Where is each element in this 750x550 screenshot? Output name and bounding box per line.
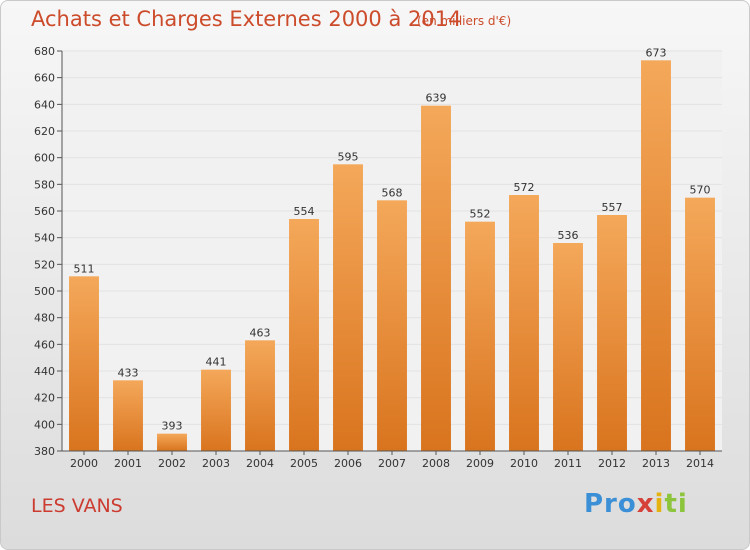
bar-2011 [553,243,583,451]
y-tick-label: 380 [34,445,55,458]
bar-2007 [377,200,407,451]
bar-2003 [201,369,231,451]
data-label: 673 [646,46,667,59]
data-label: 552 [470,208,491,221]
data-label: 554 [294,205,315,218]
bar-2000 [69,276,99,451]
data-label: 393 [162,420,183,433]
y-tick-label: 540 [34,232,55,245]
bar-2014 [685,197,715,451]
x-tick-label: 2001 [114,457,142,470]
x-tick-label: 2012 [598,457,626,470]
data-label: 568 [382,186,403,199]
y-tick-label: 440 [34,365,55,378]
y-tick-label: 500 [34,285,55,298]
bar-2013 [641,60,671,451]
logo-part-pro: Pro [584,489,637,519]
data-label: 536 [558,229,579,242]
bar-2009 [465,221,495,451]
bar-2004 [245,340,275,451]
bar-2001 [113,380,143,451]
x-tick-label: 2013 [642,457,670,470]
data-label: 595 [338,150,359,163]
y-tick-label: 680 [34,45,55,58]
bar-2012 [597,215,627,451]
y-tick-label: 400 [34,418,55,431]
x-tick-label: 2010 [510,457,538,470]
x-tick-label: 2011 [554,457,582,470]
data-label: 441 [206,356,227,369]
x-tick-label: 2002 [158,457,186,470]
x-tick-label: 2014 [686,457,714,470]
data-label: 511 [74,262,95,275]
chart-subtitle: (en milliers d'€) [417,14,512,28]
x-tick-label: 2000 [70,457,98,470]
x-tick-label: 2003 [202,457,230,470]
x-tick-label: 2009 [466,457,494,470]
bar-2010 [509,195,539,451]
x-tick-label: 2005 [290,457,318,470]
x-tick-label: 2008 [422,457,450,470]
x-tick-label: 2006 [334,457,362,470]
y-tick-label: 620 [34,125,55,138]
data-label: 557 [602,201,623,214]
y-tick-label: 420 [34,392,55,405]
bar-2002 [157,433,187,451]
x-tick-label: 2004 [246,457,274,470]
y-tick-label: 600 [34,152,55,165]
bar-2008 [421,105,451,452]
chart-title: Achats et Charges Externes 2000 à 2014 [31,7,462,31]
y-tick-label: 580 [34,178,55,191]
logo-part-i: i [654,489,665,519]
bar-2006 [333,164,363,452]
data-label: 570 [690,184,711,197]
bars: 511 433 393 441 463 554 595 568 639 552 572 536 557 6… [69,46,715,452]
logo-part-ti: ti [664,489,688,519]
y-tick-label: 640 [34,98,55,111]
place-name: LES VANS [31,495,123,517]
axes: 380 400 420 440 460 480 500 520 540 560 580 600 620 6… [34,45,722,470]
x-tick-label: 2007 [378,457,406,470]
data-label: 433 [118,366,139,379]
y-tick-label: 460 [34,338,55,351]
data-label: 639 [426,92,447,105]
data-label: 572 [514,181,535,194]
proxiti-logo[interactable]: Proxiti [584,489,688,519]
logo-part-x: x [636,489,655,519]
y-tick-label: 660 [34,72,55,85]
y-tick-label: 560 [34,205,55,218]
y-tick-label: 480 [34,312,55,325]
data-label: 463 [250,326,271,339]
bar-2005 [289,219,319,451]
y-tick-label: 520 [34,258,55,271]
